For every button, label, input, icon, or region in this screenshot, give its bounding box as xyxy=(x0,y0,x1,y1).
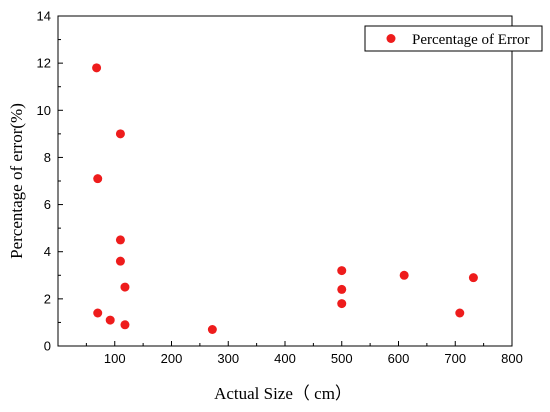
data-point xyxy=(115,235,125,245)
data-point xyxy=(207,325,217,334)
data-point xyxy=(455,308,465,318)
x-tick-label: 100 xyxy=(104,351,126,366)
x-axis-ticks: 100 200 300 400 500 600 700 800 xyxy=(85,341,523,366)
x-tick-label: 800 xyxy=(501,351,523,366)
data-point xyxy=(337,299,347,309)
x-tick-label: 300 xyxy=(217,351,239,366)
legend-marker xyxy=(386,34,396,43)
data-point xyxy=(115,256,125,266)
y-axis-title: Percentage of error(%) xyxy=(7,103,26,259)
data-points xyxy=(92,63,478,334)
data-point xyxy=(93,308,103,318)
y-tick-label: 8 xyxy=(44,150,51,165)
data-point xyxy=(93,174,103,184)
data-point xyxy=(105,315,115,325)
y-tick-label: 0 xyxy=(44,339,51,354)
y-tick-label: 12 xyxy=(37,56,51,71)
x-tick-label: 600 xyxy=(388,351,410,366)
y-tick-label: 10 xyxy=(37,103,51,118)
x-axis-title: Actual Size（ cm） xyxy=(214,384,352,403)
y-axis-ticks: 0 2 4 6 8 10 12 14 xyxy=(37,9,63,354)
x-tick-label: 700 xyxy=(444,351,466,366)
y-tick-label: 2 xyxy=(44,291,51,306)
plot-frame xyxy=(57,15,513,347)
data-point xyxy=(120,282,130,292)
y-tick-label: 4 xyxy=(44,244,51,259)
data-point xyxy=(337,284,347,294)
x-tick-label: 500 xyxy=(331,351,353,366)
data-point xyxy=(399,270,409,280)
data-point xyxy=(115,129,125,139)
legend: Percentage of Error xyxy=(364,25,543,52)
x-tick-label: 400 xyxy=(274,351,296,366)
plot-border xyxy=(57,15,513,347)
data-point xyxy=(120,320,130,330)
data-point xyxy=(468,273,478,283)
y-tick-label: 14 xyxy=(37,9,51,24)
legend-label: Percentage of Error xyxy=(412,32,529,48)
data-point xyxy=(337,266,347,276)
y-tick-label: 6 xyxy=(44,197,51,212)
x-tick-label: 200 xyxy=(161,351,183,366)
data-point xyxy=(92,63,102,73)
